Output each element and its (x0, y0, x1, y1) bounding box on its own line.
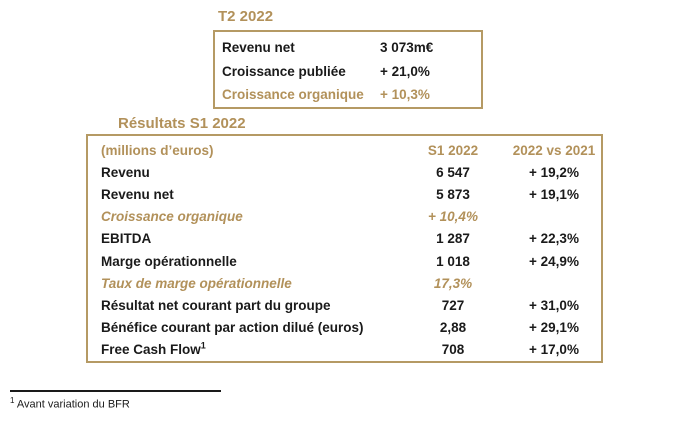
row-change: + 29,1% (529, 320, 579, 336)
t2-box: Revenu net 3 073m€ Croissance publiée + … (213, 30, 483, 109)
row-label: Croissance organique (101, 209, 243, 225)
header-units: (millions d’euros) (101, 142, 214, 158)
table-row: Croissance organique + 10,3% (215, 83, 481, 107)
row-label: EBITDA (101, 231, 152, 247)
s1-table: (millions d’euros) S1 2022 2022 vs 2021 … (86, 134, 603, 363)
t2-row-value: + 21,0% (380, 63, 430, 79)
row-change: + 19,2% (529, 164, 579, 180)
row-label: Revenu net (101, 186, 174, 202)
table-row: Croissance publiée + 21,0% (215, 60, 481, 84)
row-value: 727 (441, 297, 465, 313)
row-label: Résultat net courant part du groupe (101, 297, 331, 313)
row-value: 708 (441, 342, 465, 358)
table-row: Taux de marge opérationnelle 17,3% (88, 272, 601, 294)
t2-row-label: Croissance publiée (222, 63, 346, 79)
footnote-text: Avant variation du BFR (14, 398, 130, 411)
row-change: + 19,1% (529, 186, 579, 202)
table-row: Marge opérationnelle 1 018 + 24,9% (88, 250, 601, 272)
t2-box-title: T2 2022 (218, 8, 274, 25)
row-value: 5 873 (436, 186, 470, 202)
footnote-divider (10, 390, 221, 392)
header-s1-2022: S1 2022 (427, 142, 479, 158)
footnote-marker: 1 (200, 340, 206, 351)
row-value: 17,3% (433, 275, 473, 291)
row-label: Bénéfice courant par action dilué (euros… (101, 320, 364, 336)
free-cash-flow-label: Free Cash Flow (101, 342, 201, 358)
t2-row-value: + 10,3% (380, 87, 430, 103)
row-change: + 24,9% (529, 253, 579, 269)
row-value: + 10,4% (428, 209, 478, 225)
t2-row-label: Revenu net (222, 40, 295, 56)
table-row: Bénéfice courant par action dilué (euros… (88, 317, 601, 339)
table-row: EBITDA 1 287 + 22,3% (88, 228, 601, 250)
s1-table-title: Résultats S1 2022 (118, 115, 246, 132)
row-label: Marge opérationnelle (101, 253, 237, 269)
table-row: Free Cash Flow1 708 + 17,0% (88, 339, 601, 361)
table-row: Revenu 6 547 + 19,2% (88, 161, 601, 183)
table-row: Résultat net courant part du groupe 727 … (88, 294, 601, 316)
row-change: + 31,0% (529, 297, 579, 313)
table-row: Croissance organique + 10,4% (88, 206, 601, 228)
row-value: 2,88 (439, 320, 467, 336)
header-2022-vs-2021: 2022 vs 2021 (512, 142, 596, 158)
row-value: 1 018 (436, 253, 470, 269)
t2-row-value: 3 073m€ (380, 40, 434, 56)
footnote: 1 Avant variation du BFR (10, 396, 130, 411)
t2-row-label: Croissance organique (222, 87, 364, 103)
row-change: + 17,0% (529, 342, 579, 358)
row-label: Revenu (101, 164, 150, 180)
row-value: 6 547 (436, 164, 470, 180)
row-change: + 22,3% (529, 231, 579, 247)
row-label: Free Cash Flow1 (101, 340, 399, 358)
footnote-marker: 1 (10, 396, 15, 405)
row-label: Taux de marge opérationnelle (101, 275, 292, 291)
table-header-row: (millions d’euros) S1 2022 2022 vs 2021 (88, 139, 601, 161)
row-value: 1 287 (436, 231, 470, 247)
table-row: Revenu net 5 873 + 19,1% (88, 183, 601, 205)
table-row: Revenu net 3 073m€ (215, 36, 481, 60)
